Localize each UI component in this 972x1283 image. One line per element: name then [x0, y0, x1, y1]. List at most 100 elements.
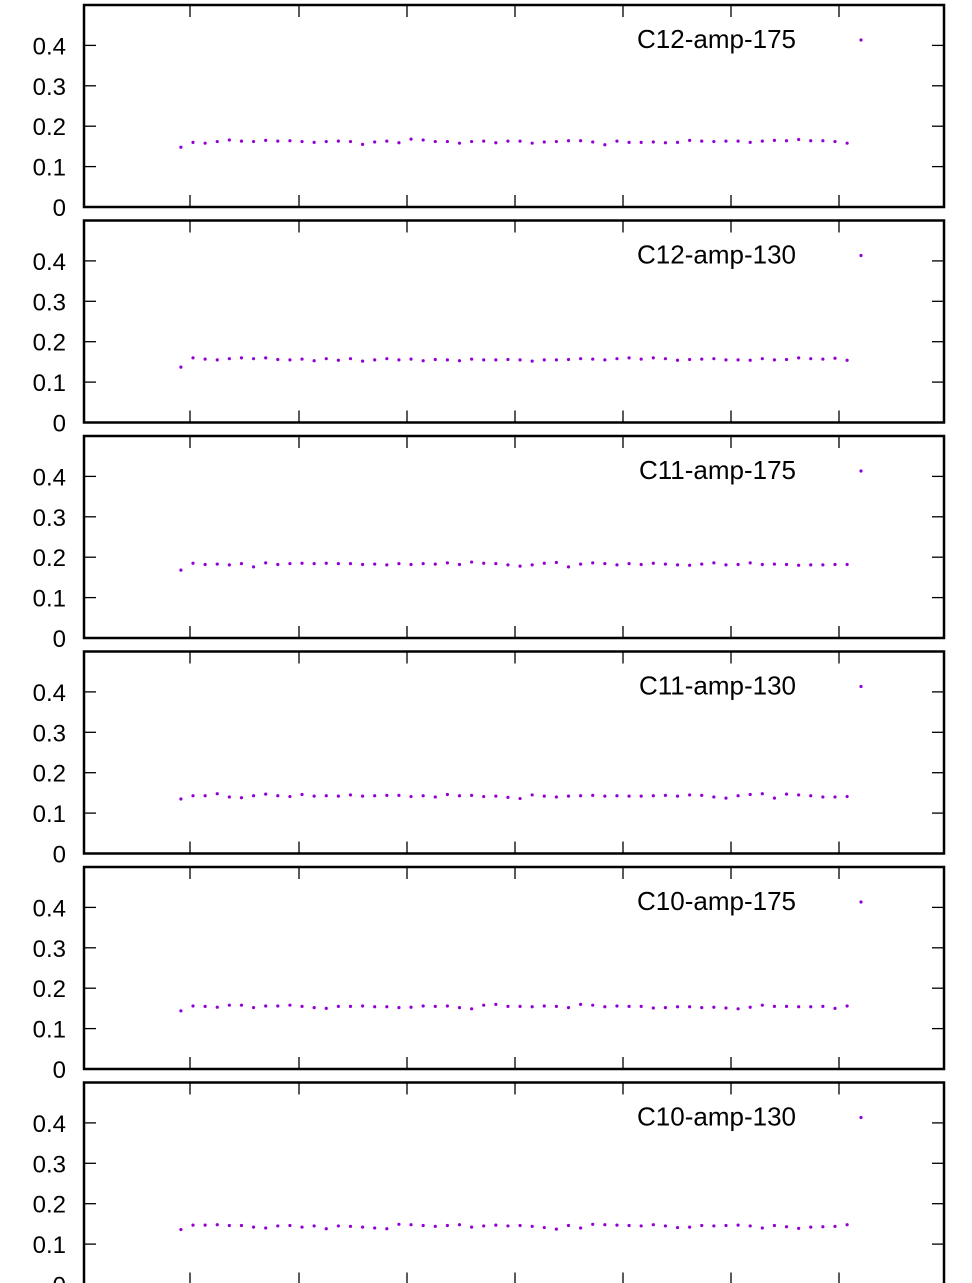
data-point	[360, 562, 365, 567]
data-point	[385, 563, 389, 567]
data-point	[203, 357, 207, 361]
data-point	[494, 1223, 498, 1227]
data-point	[663, 357, 668, 361]
data-point	[639, 357, 643, 361]
data-point	[675, 1005, 680, 1009]
chart-panel: 0 0.1 0.2 0.3 0.4 C10-amp-130	[33, 1081, 946, 1283]
data-point	[651, 561, 655, 565]
legend-marker	[859, 900, 863, 904]
legend-label: C11-amp-130	[639, 671, 796, 701]
data-point	[772, 796, 777, 800]
data-point	[639, 1004, 643, 1008]
data-point	[482, 1003, 486, 1007]
data-point	[821, 563, 825, 567]
data-point	[179, 365, 183, 369]
data-point	[360, 794, 365, 798]
data-point	[845, 794, 849, 799]
data-point	[445, 792, 449, 797]
data-point	[736, 794, 740, 798]
data-point	[784, 562, 789, 567]
data-point	[784, 1004, 789, 1008]
data-point	[457, 1223, 462, 1227]
data-point	[797, 563, 801, 567]
data-point	[821, 1004, 825, 1008]
data-point	[627, 356, 631, 360]
data-point	[772, 358, 777, 362]
data-point	[445, 358, 449, 362]
data-point	[421, 562, 425, 566]
data-point	[518, 1223, 522, 1228]
data-point	[700, 1005, 704, 1010]
data-point	[300, 1225, 304, 1229]
y-tick-label: 0.1	[33, 1232, 66, 1259]
data-point	[397, 141, 401, 145]
data-point	[251, 1225, 256, 1229]
y-tick-label: 0	[53, 411, 66, 438]
data-point	[797, 137, 801, 142]
data-point	[700, 1223, 704, 1228]
data-point	[409, 794, 413, 799]
data-point	[251, 357, 256, 361]
data-point	[591, 1003, 595, 1007]
data-point	[348, 357, 353, 361]
data-point	[506, 1224, 510, 1228]
y-tick-label: 0.3	[33, 720, 66, 747]
data-point	[421, 1223, 425, 1228]
data-point	[736, 1007, 740, 1011]
data-point	[833, 795, 837, 799]
data-point	[688, 357, 692, 362]
data-point	[554, 560, 558, 565]
data-point	[700, 357, 704, 361]
chart-panel: 0 0.1 0.2 0.3 0.4 C11-amp-130	[33, 650, 946, 869]
data-point	[227, 563, 231, 567]
data-point	[518, 564, 522, 568]
data-point	[797, 356, 801, 360]
data-point	[736, 562, 740, 567]
data-point	[433, 357, 437, 362]
data-point	[784, 357, 789, 362]
data-point	[736, 1223, 740, 1227]
data-point	[833, 1224, 837, 1228]
data-point	[591, 1222, 595, 1226]
data-point	[215, 1005, 219, 1009]
data-point	[566, 357, 571, 362]
data-point	[651, 140, 655, 144]
data-point	[554, 1004, 558, 1008]
data-point	[239, 139, 244, 143]
data-point	[264, 138, 268, 142]
data-point	[457, 562, 462, 567]
data-point	[736, 139, 740, 143]
data-point	[784, 139, 789, 143]
data-point	[772, 1223, 777, 1228]
data-point	[845, 1223, 849, 1227]
data-point	[821, 357, 825, 361]
data-point	[688, 138, 692, 142]
data-point	[348, 562, 353, 566]
data-point	[639, 562, 643, 567]
data-point	[409, 357, 413, 361]
data-point	[179, 568, 183, 572]
data-point	[675, 794, 680, 798]
data-point	[373, 358, 377, 362]
data-point	[264, 792, 268, 796]
chart-panel: 0 0.1 0.2 0.3 0.4 C10-amp-175	[33, 865, 946, 1084]
y-tick-label: 0	[53, 842, 66, 869]
data-point	[276, 1224, 280, 1228]
data-point	[494, 141, 498, 145]
data-point	[470, 793, 474, 797]
data-point	[530, 141, 534, 145]
data-point	[227, 795, 231, 799]
data-point	[348, 1004, 353, 1008]
data-point	[276, 562, 280, 567]
data-point	[615, 1004, 619, 1008]
data-point	[324, 794, 328, 798]
data-point	[457, 1005, 462, 1010]
data-point	[336, 1004, 340, 1008]
y-tick-label: 0.1	[33, 370, 66, 397]
data-point	[239, 356, 244, 360]
data-point	[724, 1006, 728, 1010]
legend-label: C11-amp-175	[639, 455, 796, 485]
data-point	[482, 561, 486, 565]
data-point	[239, 1003, 244, 1007]
data-point	[409, 1005, 413, 1009]
